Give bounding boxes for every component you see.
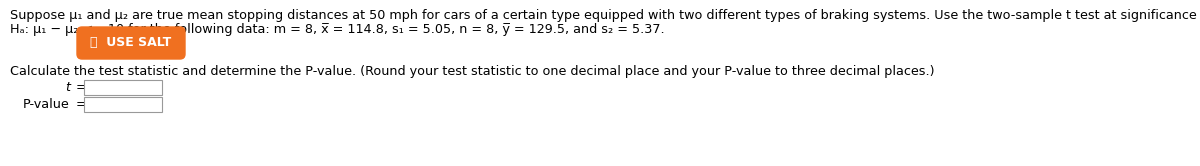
Text: ⎂  USE SALT: ⎂ USE SALT [90, 37, 172, 49]
Text: =: = [72, 81, 86, 94]
FancyBboxPatch shape [84, 97, 162, 112]
Text: P-value: P-value [23, 98, 70, 111]
Text: Suppose μ₁ and μ₂ are true mean stopping distances at 50 mph for cars of a certa: Suppose μ₁ and μ₂ are true mean stopping… [10, 9, 1200, 22]
FancyBboxPatch shape [84, 80, 162, 95]
FancyBboxPatch shape [77, 27, 185, 59]
Text: =: = [72, 98, 86, 111]
Text: Calculate the test statistic and determine the P-value. (Round your test statist: Calculate the test statistic and determi… [10, 65, 935, 78]
Text: t: t [65, 81, 70, 94]
Text: Hₐ: μ₁ − μ₂ < −10 for the following data: m = 8, x̅ = 114.8, s₁ = 5.05, n = 8, y: Hₐ: μ₁ − μ₂ < −10 for the following data… [10, 23, 665, 36]
